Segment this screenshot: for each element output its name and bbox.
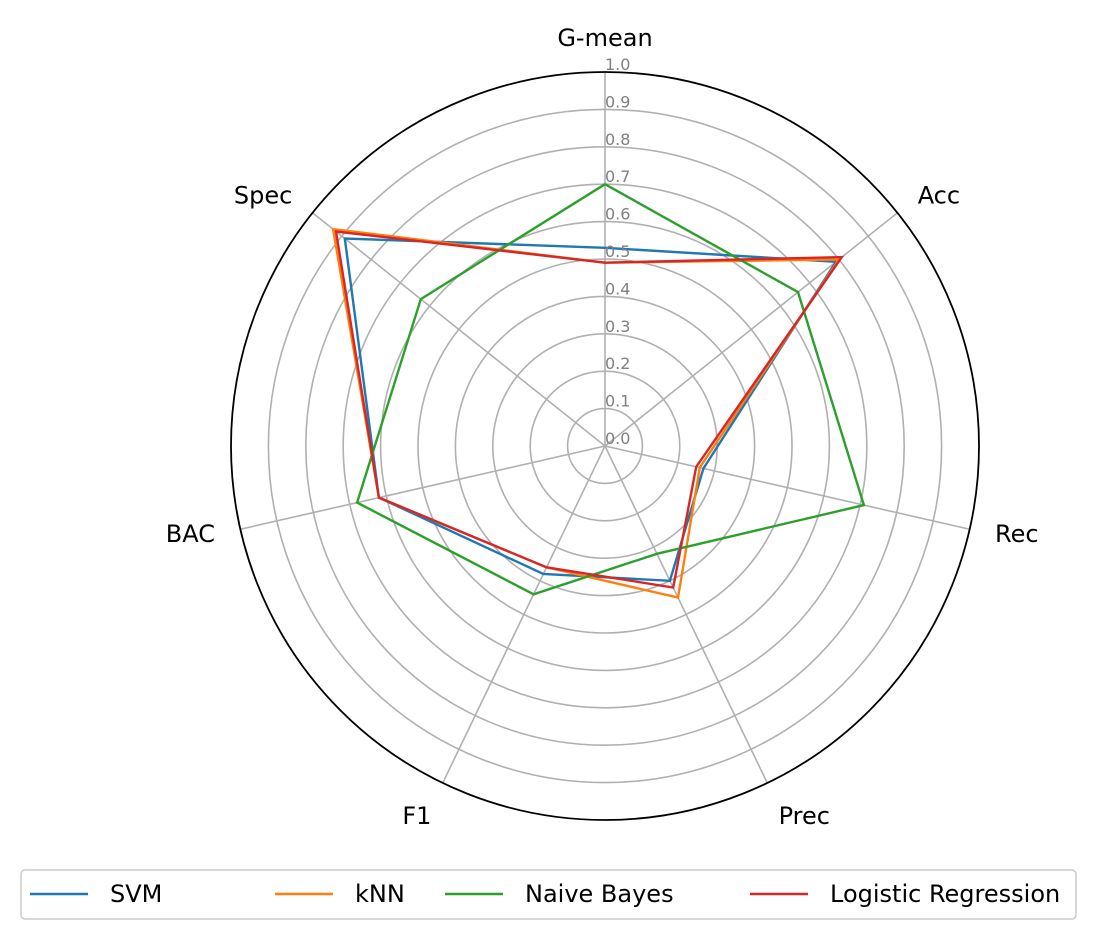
series-line-logistic-regression bbox=[334, 230, 845, 589]
axis-labels: G-mean Acc Rec Prec F1 BAC Spec bbox=[166, 24, 1039, 830]
tick-label: 0.9 bbox=[605, 92, 630, 111]
legend-label: SVM bbox=[110, 880, 162, 908]
grid-spoke bbox=[604, 445, 970, 531]
grid bbox=[230, 71, 980, 821]
tick-label: 0.8 bbox=[605, 130, 630, 149]
outer-frame bbox=[230, 71, 980, 821]
legend-label: Naive Bayes bbox=[525, 880, 674, 908]
tick-label: 1.0 bbox=[605, 55, 630, 74]
axis-label-acc: Acc bbox=[918, 182, 960, 210]
legend-label: Logistic Regression bbox=[830, 880, 1060, 908]
legend-label: kNN bbox=[355, 880, 405, 908]
tick-label: 0.0 bbox=[605, 429, 630, 448]
tick-label: 0.7 bbox=[605, 167, 630, 186]
tick-label: 0.5 bbox=[605, 242, 630, 261]
legend-box bbox=[20, 869, 1077, 920]
grid-spoke bbox=[312, 212, 606, 447]
grid-spoke bbox=[442, 445, 606, 784]
tick-label: 0.6 bbox=[605, 205, 630, 224]
radial-ticks: 0.0 0.1 0.2 0.3 0.4 0.5 0.6 0.7 0.8 0.9 1.0 bbox=[605, 55, 630, 448]
legend: SVM kNN Naive Bayes Logistic Regression bbox=[20, 869, 1077, 920]
axis-label-prec: Prec bbox=[779, 802, 830, 830]
grid-spoke bbox=[240, 445, 606, 531]
tick-label: 0.3 bbox=[605, 317, 630, 336]
tick-label: 0.2 bbox=[605, 354, 630, 373]
axis-label-spec: Spec bbox=[234, 182, 292, 210]
axis-label-g-mean: G-mean bbox=[557, 24, 652, 52]
axis-label-rec: Rec bbox=[995, 520, 1039, 548]
grid-spoke bbox=[604, 445, 768, 784]
series-layer bbox=[331, 182, 866, 600]
axis-label-bac: BAC bbox=[166, 520, 215, 548]
tick-label: 0.4 bbox=[605, 279, 630, 298]
tick-label: 0.1 bbox=[605, 392, 630, 411]
axis-label-f1: F1 bbox=[402, 802, 431, 830]
grid-spoke bbox=[604, 212, 898, 447]
